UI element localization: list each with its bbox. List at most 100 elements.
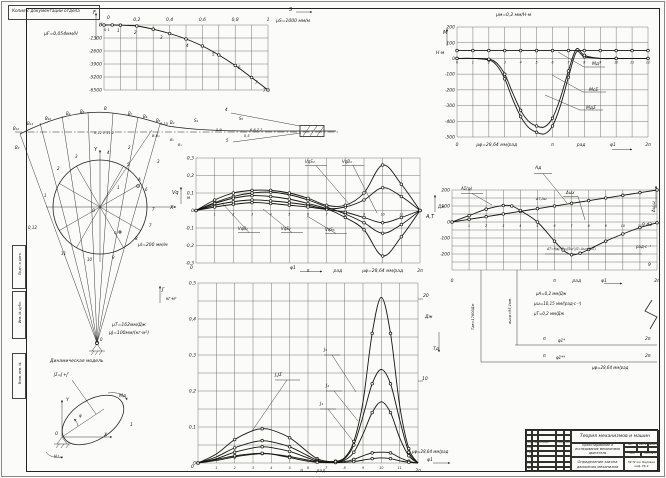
signature-cell: Пров. — [526, 451, 532, 457]
svg-text:0,3: 0,3 — [189, 353, 196, 359]
corner-stamp: Копия с документации отдела — [8, 5, 100, 20]
svg-text:-6500: -6500 — [89, 88, 102, 94]
lit-label: Лит. — [624, 443, 637, 447]
svg-text:100: 100 — [441, 204, 450, 210]
annotation-label: В₂ — [170, 138, 174, 142]
svg-text:9: 9 — [605, 224, 607, 228]
annotation-label: VqB₄ — [342, 159, 352, 164]
scale-label: Масштаб — [648, 443, 659, 447]
annotation-label: μl=200 мм/м — [138, 243, 168, 248]
side-stamp: Подп. и дата — [12, 245, 26, 289]
signature-cell — [532, 445, 538, 451]
annotation-label: м — [187, 195, 191, 200]
annotation-label: 6 8 7 7 — [250, 128, 263, 132]
svg-text:5: 5 — [536, 224, 538, 228]
title-block: Изм.Лист№ докум.Подп.ДатаРазраб.Пров.Т.к… — [525, 429, 659, 472]
annotation-label: 0,12 — [28, 225, 37, 230]
titleblock-cell — [648, 447, 659, 452]
signature-cell — [532, 430, 538, 436]
annotation-label: μφ=28,64 мм/рад — [412, 449, 449, 454]
svg-text:π: π — [553, 279, 556, 284]
signature-cell — [532, 435, 538, 441]
signature-cell — [532, 466, 538, 472]
annotation-label: 11 — [61, 251, 67, 256]
annotation-label: 10 — [422, 377, 428, 382]
annotation-label: В-В₃ — [152, 134, 160, 138]
signature-cell — [556, 461, 564, 467]
annotation-label: S — [289, 7, 293, 13]
annotation-label: В₆ — [143, 114, 148, 119]
annotation-label: φ1* — [558, 338, 566, 343]
annotation-label: φ1** — [556, 355, 566, 360]
annotation-label: J₂ — [326, 384, 330, 389]
svg-text:-3900: -3900 — [89, 62, 102, 68]
side-stamp: Инв. № дубл. — [12, 291, 26, 339]
slider-block — [299, 125, 325, 137]
annotation-label: 5 — [127, 162, 130, 167]
svg-text:-0,2: -0,2 — [185, 243, 194, 249]
svg-text:π: π — [551, 143, 554, 148]
point-A — [136, 184, 140, 188]
sheets-label: Листов 1 — [641, 452, 659, 457]
annotation-label: F — [93, 10, 96, 16]
signature-cell: Подп. — [556, 440, 564, 446]
svg-text:11: 11 — [399, 213, 403, 217]
fixed-pivot — [89, 340, 105, 356]
annotation-label: 3 — [75, 154, 78, 159]
signature-cell — [556, 430, 564, 436]
signature-cell — [564, 461, 571, 467]
svg-text:1: 1 — [468, 224, 470, 228]
annotation-label: 6 — [145, 187, 148, 192]
annotation-label: Динамическая модель — [50, 359, 104, 364]
svg-text:1: 1 — [215, 466, 217, 470]
annotation-label: А,Т — [426, 214, 435, 220]
annotation-label: φ1 — [427, 458, 433, 463]
svg-text:рад: рад — [315, 469, 325, 474]
signature-cell — [538, 435, 556, 441]
svg-text:8: 8 — [588, 224, 590, 228]
svg-text:-100: -100 — [445, 72, 455, 78]
annotation-label: VqS₅ — [325, 227, 335, 232]
annotation-label: 4 — [225, 107, 228, 112]
annotation-label: VqS₂ — [281, 226, 291, 231]
annotation-label: АΣ(φ) — [461, 186, 473, 191]
svg-text:0: 0 — [447, 220, 450, 226]
mass-label: Масса — [637, 443, 648, 447]
svg-text:7: 7 — [325, 466, 328, 470]
annotation-label: J₅ — [324, 348, 328, 353]
annotation-label: J′ — [162, 287, 165, 293]
annotation-label: 20 — [423, 294, 429, 299]
annotation-label: А — [138, 177, 141, 182]
annotation-label: ΔТ=f(φ); Т=(JΣω²)/2; Δω=f(ΔТ) — [547, 247, 597, 251]
svg-text:0,2: 0,2 — [189, 389, 196, 395]
signature-cell — [564, 445, 571, 451]
svg-text:8: 8 — [583, 60, 585, 64]
chart-force-stroke: 0 -1300 -2600 -3900 -5200 -6500 0,2 0,4 0,6 0,8 1 — [89, 17, 270, 94]
svg-text:5: 5 — [288, 213, 290, 217]
signature-cell: Лист — [532, 440, 538, 446]
svg-text:0: 0 — [191, 208, 194, 214]
annotation-label: Тдв=17600Дж — [471, 303, 475, 330]
annotation-label: В₁₂ — [13, 126, 19, 131]
svg-text:1: 1 — [267, 17, 270, 23]
annotation-label: μS=1000 мм/м — [276, 19, 311, 24]
annotation-label: В₀ — [15, 145, 20, 150]
signature-cell — [564, 435, 571, 441]
svg-text:7: 7 — [571, 224, 574, 228]
signature-cell — [538, 461, 556, 467]
svg-text:8: 8 — [344, 466, 346, 470]
sheet-label: Лист — [624, 452, 641, 457]
annotation-label: J,JΣ — [275, 373, 282, 378]
annotation-label: J₄ — [320, 402, 324, 407]
svg-text:0,5: 0,5 — [189, 281, 196, 287]
annotation-label: 2 — [128, 145, 131, 150]
svg-text:μφ=28,64 мм/рад: μφ=28,64 мм/рад — [475, 142, 517, 148]
annotation-label: Н — [99, 23, 103, 28]
svg-text:рад: рад — [571, 279, 581, 284]
svg-text:2: 2 — [488, 60, 490, 64]
svg-text:4: 4 — [520, 60, 522, 64]
svg-text:2: 2 — [234, 466, 236, 470]
signature-cell — [532, 461, 538, 467]
annotation-label: 0 1 — [104, 28, 110, 32]
annotation-label: Тд — [433, 347, 439, 352]
